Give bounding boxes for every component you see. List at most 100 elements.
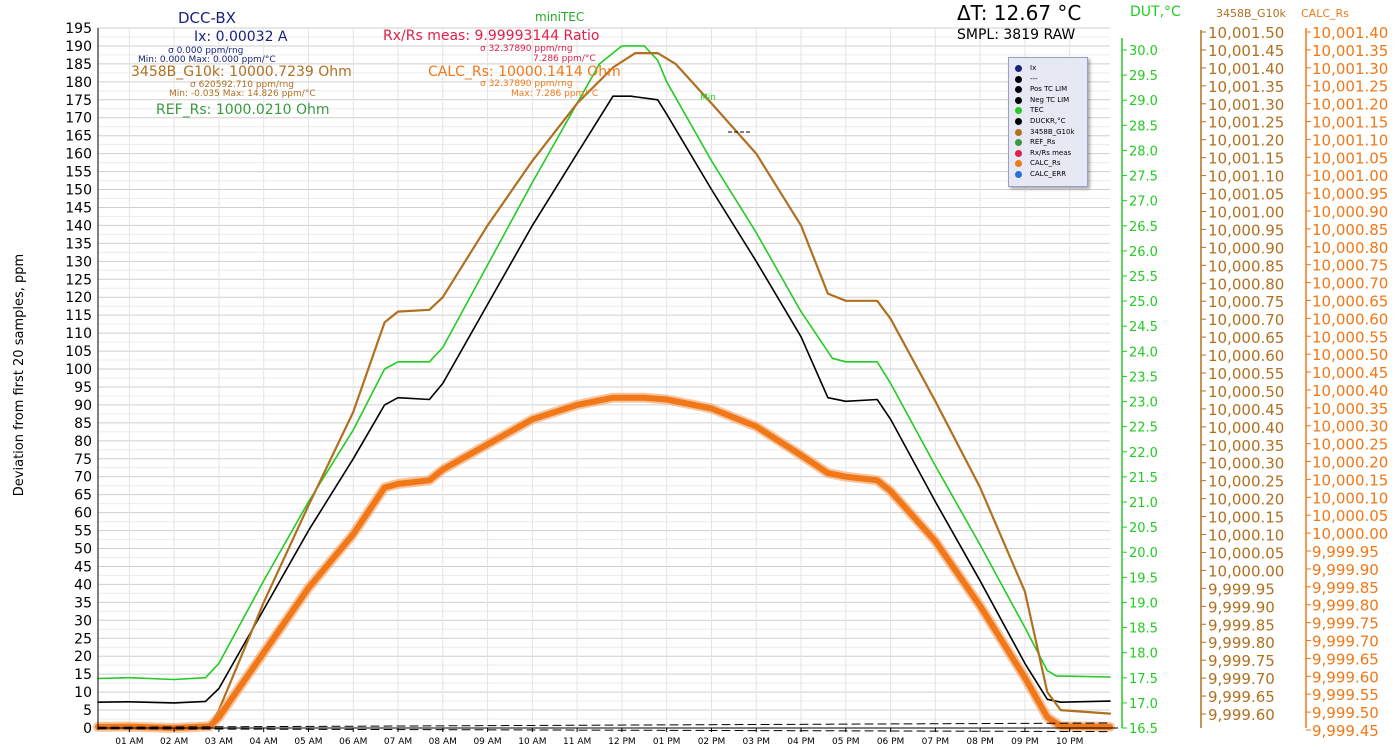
g10k-value: 3458B_G10k: 10000.7239 Ohm — [131, 64, 352, 80]
y-tick-label: 65 — [74, 488, 92, 504]
x-tick-label: 01 AM — [115, 737, 143, 747]
calc-tick-label: 9,999.80 — [1312, 597, 1379, 615]
calc-tick-label: 10,000.00 — [1312, 525, 1388, 543]
x-tick-label: 10 PM — [1056, 737, 1084, 747]
dut-tick-label: 19.0 — [1129, 596, 1158, 611]
legend-marker-icon — [1015, 128, 1022, 136]
y-tick-label: 100 — [65, 362, 92, 378]
dut-tick-label: 24.0 — [1129, 345, 1158, 360]
tec-line — [97, 45, 1111, 681]
calc-tick-label: 10,000.10 — [1312, 489, 1388, 507]
g10k-tick-label: 10,000.35 — [1208, 437, 1284, 455]
ref-rs-value: REF_Rs: 1000.0210 Ohm — [156, 102, 330, 118]
dut-tick-label: 18.0 — [1129, 647, 1158, 662]
calc-tick-label: 10,000.75 — [1312, 257, 1388, 275]
g10k-tick-label: 10,000.30 — [1208, 455, 1284, 473]
g10k-tick-label: 10,000.80 — [1208, 275, 1284, 293]
calc-tick-label: 10,000.15 — [1312, 471, 1388, 489]
dut-tick-label: 23.5 — [1129, 370, 1158, 385]
calc-tick-label: 10,001.40 — [1312, 24, 1388, 42]
dut-tick-label: 21.5 — [1129, 471, 1158, 486]
g10k-sigma: σ 620592.710 ppm/rng — [190, 80, 295, 90]
y-tick-label: 70 — [74, 470, 92, 486]
calc-tick-label: 9,999.85 — [1312, 579, 1379, 597]
x-tick-label: 03 PM — [742, 737, 770, 747]
x-tick-label: 04 AM — [250, 737, 278, 747]
calc-tick-label: 10,000.20 — [1312, 454, 1388, 472]
neg-tc-lim-line — [97, 728, 1111, 733]
calc-tick-label: 10,000.65 — [1312, 292, 1388, 310]
x-tick-label: 03 AM — [205, 737, 233, 747]
calc-tick-label: 9,999.50 — [1312, 704, 1379, 722]
dut-tick-label: 22.5 — [1129, 421, 1158, 436]
calc-tick-label: 10,001.10 — [1312, 131, 1388, 149]
calc-tick-label: 9,999.55 — [1312, 686, 1379, 704]
dut-tick-label: 22.0 — [1129, 446, 1158, 461]
calc-tick-label: 10,001.30 — [1312, 60, 1388, 78]
3458b-g10k-line — [96, 51, 1112, 730]
g10k-tick-label: 9,999.70 — [1208, 670, 1275, 688]
g10k-tick-label: 10,001.15 — [1208, 150, 1284, 168]
x-tick-label: 05 PM — [832, 737, 860, 747]
legend-marker-icon — [1015, 86, 1022, 94]
minitec-label: miniTEC — [535, 10, 585, 24]
y-tick-label: 190 — [65, 39, 92, 55]
legend-marker-icon — [1015, 65, 1022, 72]
y-tick-label: 125 — [65, 272, 92, 288]
dut-tick-label: 28.5 — [1129, 119, 1158, 134]
dut-tick-label: 28.0 — [1129, 144, 1158, 159]
g10k-tick-label: 9,999.75 — [1208, 652, 1275, 670]
legend-label: CALC_Rs — [1030, 159, 1061, 168]
y-tick-label: 160 — [65, 147, 92, 163]
g10k-tick-label: 10,001.50 — [1208, 24, 1284, 42]
calc-tick-label: 9,999.95 — [1312, 543, 1379, 561]
legend-marker-icon — [1015, 107, 1022, 115]
calc-tick-label: 10,000.45 — [1312, 364, 1388, 382]
g10k-tick-label: 10,001.00 — [1208, 203, 1284, 221]
calc-tick-label: 10,001.20 — [1312, 96, 1388, 114]
g10k-tick-label: 10,000.70 — [1208, 311, 1284, 329]
g10k-tick-label: 9,999.65 — [1208, 688, 1275, 706]
legend-label: Ix — [1030, 64, 1037, 72]
y-tick-label: 85 — [74, 416, 92, 432]
dut-axis-title: DUT,°C — [1130, 4, 1181, 20]
min-marker: Min — [700, 93, 716, 103]
calc-tick-label: 9,999.90 — [1312, 561, 1379, 579]
y-tick-label: 95 — [74, 380, 92, 396]
rxrs-sigma: σ 32.37890 ppm/rng — [480, 44, 573, 54]
calc-tick-label: 10,000.35 — [1312, 400, 1388, 418]
pos-tc-lim-line — [97, 722, 1111, 728]
ix-sigma: σ 0.000 ppm/rng — [168, 46, 244, 56]
dut-tick-label: 27.5 — [1129, 170, 1158, 185]
x-tick-label: 09 AM — [473, 737, 501, 747]
dut-tick-label: 30.0 — [1129, 44, 1158, 59]
calc-tick-label: 9,999.45 — [1312, 722, 1379, 740]
g10k-tick-label: 10,000.05 — [1208, 544, 1284, 562]
y-tick-label: 145 — [65, 200, 92, 216]
y-tick-label: 80 — [74, 434, 92, 450]
g10k-tick-label: 10,000.00 — [1208, 562, 1284, 580]
calc-value: CALC_Rs: 10000.1414 Ohm — [428, 64, 621, 80]
calc-sigma: σ 32.37890 ppm/rng — [480, 79, 573, 89]
x-tick-label: 11 AM — [563, 737, 591, 747]
dut-tick-label: 25.5 — [1129, 270, 1158, 285]
g10k-tick-label: 10,001.20 — [1208, 132, 1284, 150]
calc-tick-label: 10,000.60 — [1312, 310, 1388, 328]
legend-label: DUCKR,°C — [1030, 117, 1066, 125]
g10k-tick-label: 10,000.90 — [1208, 239, 1284, 257]
x-tick-label: 08 AM — [429, 737, 457, 747]
y-tick-label: 30 — [74, 613, 92, 629]
g10k-tick-label: 9,999.95 — [1208, 580, 1275, 598]
calc-tick-label: 10,001.35 — [1312, 42, 1388, 60]
dut-tick-label: 24.5 — [1129, 320, 1158, 335]
x-tick-label: 02 PM — [698, 737, 726, 747]
y-tick-label: 185 — [65, 57, 92, 73]
y-tick-label: 130 — [65, 254, 92, 270]
x-tick-label: 05 AM — [294, 737, 322, 747]
g10k-tick-label: 10,000.55 — [1208, 365, 1284, 383]
legend-label: TEC — [1030, 106, 1044, 115]
g10k-tick-label: 10,001.40 — [1208, 60, 1284, 78]
calc-tick-label: 10,000.80 — [1312, 239, 1388, 257]
